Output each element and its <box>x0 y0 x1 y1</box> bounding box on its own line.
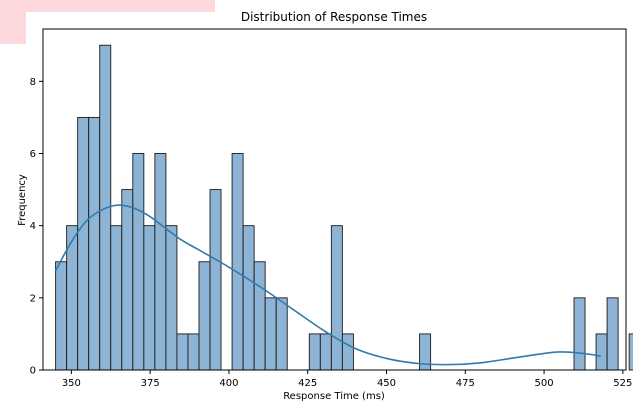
x-tick-label: 475 <box>456 378 475 389</box>
x-tick-label: 525 <box>613 378 632 389</box>
histogram-bar <box>330 225 343 371</box>
background-shape <box>0 0 215 12</box>
x-axis-label: Response Time (ms) <box>283 391 385 402</box>
histogram-bar <box>606 297 619 371</box>
histogram-bar <box>319 333 332 371</box>
histogram-bar <box>242 225 255 371</box>
histogram-bar <box>154 153 167 371</box>
x-tick-label: 425 <box>298 378 317 389</box>
histogram-bar <box>209 189 222 371</box>
histogram-bar <box>573 297 586 371</box>
y-tick-label: 0 <box>30 366 36 377</box>
kde-line <box>54 204 601 366</box>
y-tick-label: 4 <box>30 221 36 232</box>
chart-title: Distribution of Response Times <box>241 10 427 24</box>
histogram-bar <box>143 225 156 371</box>
x-tick-label: 450 <box>377 378 396 389</box>
histogram-bar <box>121 189 134 371</box>
x-tick-label: 375 <box>141 378 160 389</box>
histogram-bar <box>187 333 200 371</box>
histogram-bar <box>132 153 145 371</box>
histogram-bar <box>165 225 178 371</box>
y-tick-label: 8 <box>30 77 36 88</box>
kde-layer <box>54 204 601 366</box>
y-tick-label: 6 <box>30 149 36 160</box>
histogram-bar <box>595 333 608 371</box>
histogram-bar <box>264 297 277 371</box>
histogram-bar <box>231 153 244 371</box>
plot-frame <box>42 28 627 371</box>
y-tick-label: 2 <box>30 293 36 304</box>
x-tick-label: 500 <box>535 378 554 389</box>
background-shape-small <box>0 12 26 44</box>
bars-layer <box>55 44 633 371</box>
y-axis-label: Frequency <box>17 174 28 226</box>
y-axis-ticks: 0 2 4 6 8 <box>30 77 43 377</box>
histogram-bar <box>176 333 189 371</box>
x-tick-label: 400 <box>219 378 238 389</box>
histogram-bar <box>253 261 266 371</box>
x-tick-label: 350 <box>62 378 81 389</box>
histogram-bar <box>308 333 321 371</box>
histogram-bar <box>110 225 123 371</box>
histogram-bar <box>198 261 211 371</box>
histogram-bar <box>55 261 68 371</box>
histogram-bar <box>77 116 90 371</box>
histogram-bar <box>341 333 354 371</box>
histogram-bar <box>628 333 633 371</box>
x-axis-ticks: 350 375 400 425 450 475 500 525 <box>62 370 632 389</box>
histogram-bar <box>88 116 101 371</box>
histogram-bar <box>275 297 288 371</box>
